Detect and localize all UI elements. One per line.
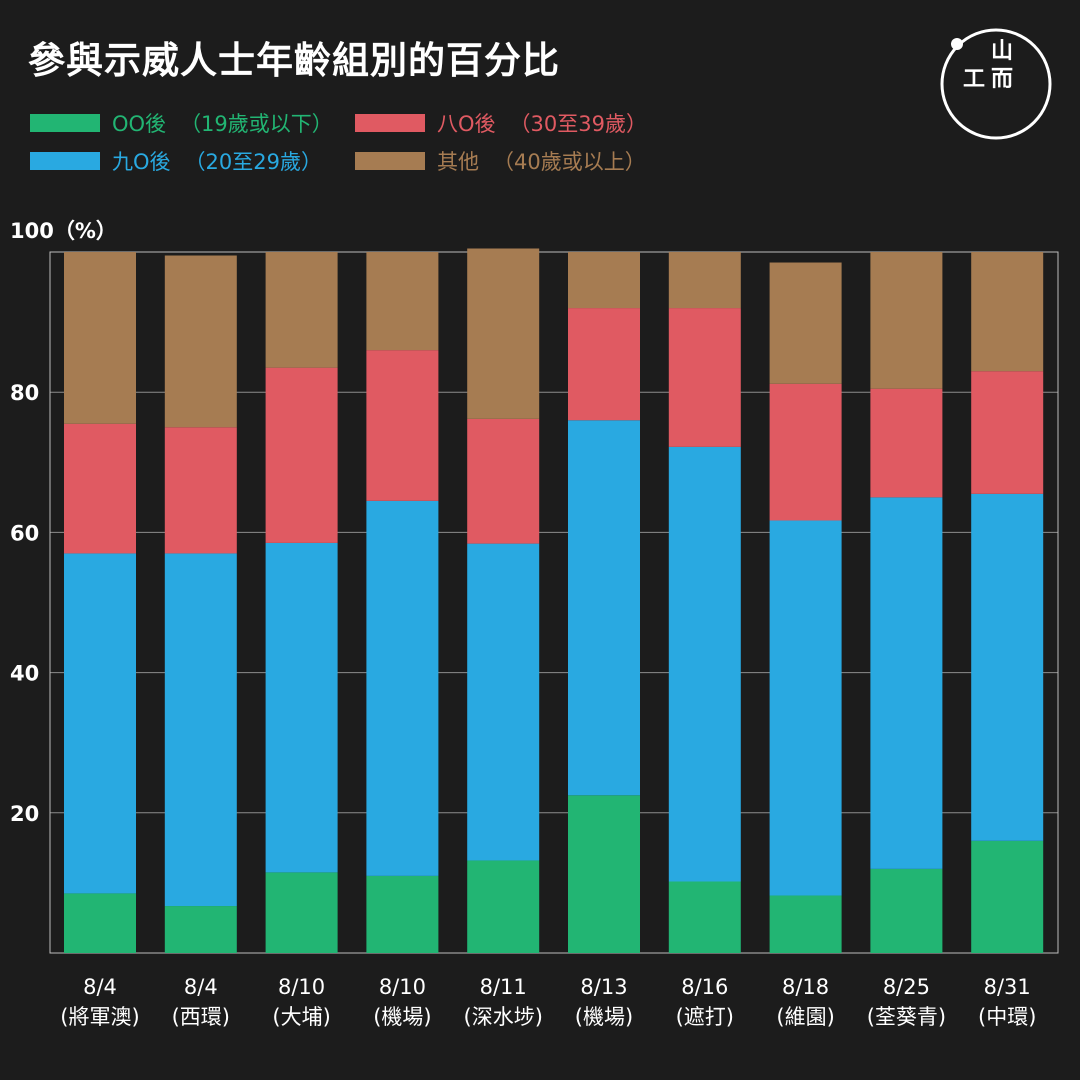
bar-segment xyxy=(164,255,237,428)
y-tick-label: 60 xyxy=(10,521,39,545)
x-tick-label-place: (將軍澳) xyxy=(60,1005,139,1029)
x-tick-label-date: 8/11 xyxy=(480,975,527,999)
bar-segment xyxy=(568,252,640,309)
bar-segment xyxy=(366,500,439,876)
page-title: 參與示威人士年齡組別的百分比 xyxy=(28,39,560,82)
x-tick-label-date: 8/13 xyxy=(580,975,627,999)
bar-segment xyxy=(467,543,540,861)
logo-glyph-right: 而 xyxy=(991,67,1013,92)
bar-segment xyxy=(467,248,540,419)
x-tick-label-place: (深水埗) xyxy=(464,1005,543,1029)
plot-frame xyxy=(49,251,1059,954)
bar-segment xyxy=(971,493,1044,841)
legend-range-90s: （20至29歲） xyxy=(184,150,322,174)
bar-segment xyxy=(971,252,1044,372)
bar-segment xyxy=(265,542,338,873)
bar-segment xyxy=(64,252,136,424)
bar-segment xyxy=(467,860,540,953)
y-tick-label: 40 xyxy=(10,662,39,686)
x-tick-label-date: 8/16 xyxy=(681,975,728,999)
bar-segment xyxy=(366,252,439,351)
initium-logo-icon: 山 工 而 xyxy=(940,28,1052,140)
x-tick-label-date: 8/4 xyxy=(83,975,117,999)
bar-segment xyxy=(64,423,136,554)
bar-segment xyxy=(265,872,338,953)
legend-swatch-other xyxy=(355,152,425,170)
bar-segment xyxy=(870,252,943,389)
bar-segment xyxy=(971,840,1044,953)
bar-segment xyxy=(870,497,943,869)
y-tick-label: 80 xyxy=(10,381,39,405)
bar-segment xyxy=(769,895,842,953)
bar-segment xyxy=(467,418,540,544)
bar-segment xyxy=(870,868,943,953)
bar-segment xyxy=(568,795,640,953)
legend-item-other: 其他 （40歲或以上） xyxy=(355,146,646,176)
x-tick-label-date: 8/10 xyxy=(278,975,325,999)
bar-segment xyxy=(366,875,439,953)
bar-segment xyxy=(769,262,842,384)
bar-segment xyxy=(870,388,943,498)
x-tick-label-place: (西環) xyxy=(172,1005,230,1029)
legend-label-90s: 九O後 xyxy=(112,150,171,174)
legend-range-oo: （19歲或以下） xyxy=(180,112,333,136)
legend-range-80s: （30至39歲） xyxy=(509,112,647,136)
x-tick-label-place: (機場) xyxy=(373,1005,431,1029)
x-tick-label-place: (大埔) xyxy=(272,1005,330,1029)
legend-item-80s: 八O後 （30至39歲） xyxy=(355,108,647,138)
bar-segment xyxy=(164,553,237,907)
bar-segment xyxy=(64,893,136,953)
bar-segment xyxy=(64,553,136,894)
bar-segment xyxy=(568,308,640,421)
legend-swatch-oo xyxy=(30,114,100,132)
bar-segment xyxy=(668,252,741,309)
x-tick-label-place: (荃葵青) xyxy=(867,1005,946,1029)
y-axis-label: 100（%） xyxy=(10,219,117,243)
legend-swatch-80s xyxy=(355,114,425,132)
bar-segment xyxy=(164,427,237,554)
legend-swatch-90s xyxy=(30,152,100,170)
legend-item-90s: 九O後 （20至29歲） xyxy=(30,146,322,176)
legend-label-other: 其他 xyxy=(437,150,479,174)
legend: OO後 （19歲或以下） 八O後 （30至39歲） 九O後 （20至29歲） 其… xyxy=(30,108,690,178)
legend-label-oo: OO後 xyxy=(112,112,167,136)
logo-glyph-top: 山 xyxy=(991,39,1013,64)
x-tick-label-date: 8/31 xyxy=(984,975,1031,999)
x-tick-label-place: (維園) xyxy=(776,1005,834,1029)
legend-range-other: （40歲或以上） xyxy=(493,150,646,174)
bar-segment xyxy=(668,881,741,953)
x-tick-label-date: 8/10 xyxy=(379,975,426,999)
bar-segment xyxy=(568,420,640,796)
x-tick-label-date: 8/25 xyxy=(883,975,930,999)
logo-glyph-left: 工 xyxy=(963,67,985,92)
bar-segment xyxy=(769,520,842,896)
legend-item-oo: OO後 （19歲或以下） xyxy=(30,108,333,138)
x-tick-label-place: (遮打) xyxy=(676,1005,734,1029)
x-tick-label-place: (中環) xyxy=(978,1005,1036,1029)
bar-segment xyxy=(769,383,842,521)
bar-segment xyxy=(668,446,741,882)
bar-segment xyxy=(265,367,338,543)
y-tick-label: 20 xyxy=(10,802,39,826)
legend-label-80s: 八O後 xyxy=(437,112,496,136)
x-tick-label-date: 8/18 xyxy=(782,975,829,999)
bar-segment xyxy=(366,350,439,501)
bar-segment xyxy=(971,371,1044,494)
x-tick-label-date: 8/4 xyxy=(184,975,218,999)
bar-segment xyxy=(668,308,741,447)
bar-segment xyxy=(164,906,237,953)
bar-segment xyxy=(265,252,338,368)
x-tick-label-place: (機場) xyxy=(575,1005,633,1029)
